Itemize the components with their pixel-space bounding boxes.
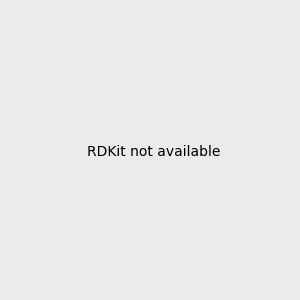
Text: RDKit not available: RDKit not available (87, 145, 220, 158)
